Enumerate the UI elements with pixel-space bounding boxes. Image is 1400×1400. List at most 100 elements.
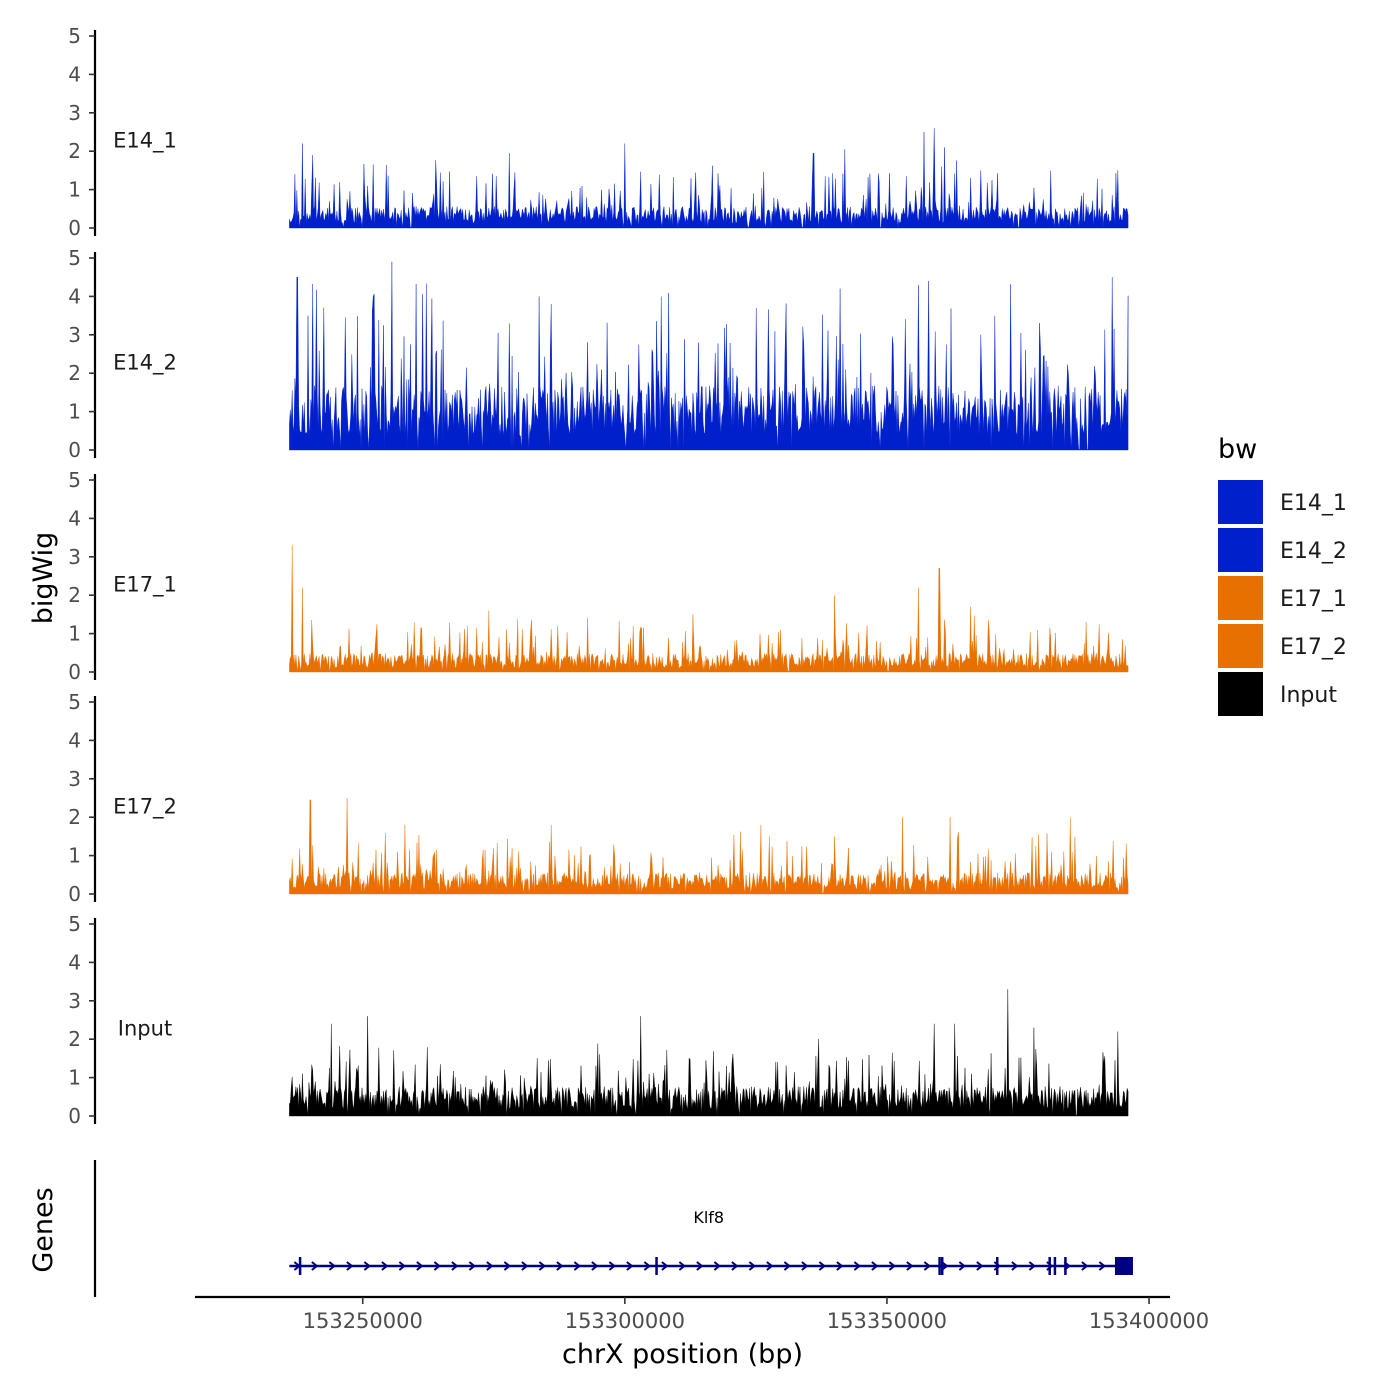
y-tick-label-E14_2-0: 0 [68, 438, 81, 462]
y-tick-label-E17_1-2: 2 [68, 583, 81, 607]
strand-arrow [958, 1261, 966, 1271]
exon-1 [298, 1257, 302, 1275]
legend-title: bw [1218, 434, 1257, 465]
y-tick-label-E14_1-4: 4 [68, 62, 81, 86]
y-tick-label-E14_1-2: 2 [68, 139, 81, 163]
strand-arrow [976, 1261, 984, 1271]
x-tick-label-153250000: 153250000 [303, 1309, 423, 1333]
y-tick-label-E14_2-4: 4 [68, 284, 81, 308]
strand-arrow [573, 1261, 581, 1271]
signal-area-E14_2 [289, 261, 1129, 451]
strand-arrow [468, 1261, 476, 1271]
exon-9 [1114, 1257, 1133, 1275]
exon-4 [940, 1257, 944, 1275]
y-tick-label-E14_2-3: 3 [68, 323, 81, 347]
strand-arrow [871, 1261, 879, 1271]
y-tick-label-E14_1-1: 1 [68, 178, 81, 202]
x-tick-label-153400000: 153400000 [1089, 1309, 1209, 1333]
strand-arrow [626, 1261, 634, 1271]
strand-arrow [783, 1261, 791, 1271]
strand-arrow [1028, 1261, 1036, 1271]
y-tick-label-E17_2-1: 1 [68, 844, 81, 868]
track-label-E17_2: E17_2 [113, 794, 177, 819]
strand-arrow [643, 1261, 651, 1271]
y-tick-label-E17_2-5: 5 [68, 690, 81, 714]
exon-3 [938, 1257, 941, 1275]
legend-swatch-Input [1218, 672, 1263, 716]
y-tick-label-E17_1-0: 0 [68, 660, 81, 684]
strand-arrow [521, 1261, 529, 1271]
exon-7 [1053, 1257, 1057, 1275]
y-tick-label-E17_1-1: 1 [68, 622, 81, 646]
strand-arrow [346, 1261, 354, 1271]
y-tick-label-Input-5: 5 [68, 912, 81, 936]
signal-area-E17_1 [289, 545, 1129, 673]
legend-label-E14_2: E14_2 [1280, 539, 1347, 564]
y-tick-label-E14_2-5: 5 [68, 246, 81, 270]
strand-arrow [713, 1261, 721, 1271]
y-axis-title: bigWig [28, 532, 59, 625]
strand-arrow [748, 1261, 756, 1271]
strand-arrow [731, 1261, 739, 1271]
strand-arrow [678, 1261, 686, 1271]
strand-arrow [1081, 1261, 1089, 1271]
strand-arrow [608, 1261, 616, 1271]
signal-area-Input [289, 989, 1129, 1117]
y-tick-label-Input-2: 2 [68, 1027, 81, 1051]
track-label-Input: Input [118, 1016, 172, 1040]
x-tick-label-153300000: 153300000 [565, 1309, 685, 1333]
strand-arrow [888, 1261, 896, 1271]
exon-8 [1064, 1257, 1067, 1275]
strand-arrow [311, 1261, 319, 1271]
exon-2 [655, 1257, 658, 1275]
legend-label-E17_1: E17_1 [1280, 587, 1347, 612]
strand-arrow [328, 1261, 336, 1271]
gene-label-Klf8: Klf8 [693, 1208, 724, 1227]
signal-area-E14_1 [289, 128, 1129, 229]
legend-swatch-E14_1 [1218, 480, 1263, 524]
x-axis-title: chrX position (bp) [562, 1339, 803, 1370]
strand-arrow [661, 1261, 669, 1271]
y-tick-label-E17_2-0: 0 [68, 882, 81, 906]
strand-arrow [451, 1261, 459, 1271]
strand-arrow [853, 1261, 861, 1271]
y-tick-label-E17_2-3: 3 [68, 767, 81, 791]
strand-arrow [591, 1261, 599, 1271]
strand-arrow [381, 1261, 389, 1271]
y-tick-label-E14_2-1: 1 [68, 400, 81, 424]
strand-arrow [836, 1261, 844, 1271]
y-tick-label-Input-3: 3 [68, 989, 81, 1013]
genes-axis-title: Genes [28, 1187, 59, 1272]
track-label-E17_1: E17_1 [113, 572, 177, 597]
legend-label-Input: Input [1280, 683, 1337, 708]
strand-arrow [696, 1261, 704, 1271]
y-tick-label-E17_1-3: 3 [68, 545, 81, 569]
strand-arrow [818, 1261, 826, 1271]
strand-arrow [1098, 1261, 1106, 1271]
legend-swatch-E17_1 [1218, 576, 1263, 620]
y-tick-label-E14_1-0: 0 [68, 216, 81, 240]
legend-swatch-E14_2 [1218, 528, 1263, 572]
exon-6 [1048, 1257, 1051, 1275]
y-tick-label-E14_1-5: 5 [68, 24, 81, 48]
strand-arrow [433, 1261, 441, 1271]
y-tick-label-E17_1-4: 4 [68, 506, 81, 530]
strand-arrow [503, 1261, 511, 1271]
legend-label-E14_1: E14_1 [1280, 491, 1347, 516]
y-tick-label-E14_2-2: 2 [68, 361, 81, 385]
legend-swatch-E17_2 [1218, 624, 1263, 668]
strand-arrow [538, 1261, 546, 1271]
signal-area-E17_2 [289, 797, 1129, 895]
strand-arrow [363, 1261, 371, 1271]
x-tick-label-153350000: 153350000 [827, 1309, 947, 1333]
y-tick-label-E17_1-5: 5 [68, 468, 81, 492]
strand-arrow [1011, 1261, 1019, 1271]
y-tick-label-E17_2-4: 4 [68, 728, 81, 752]
exon-5 [996, 1257, 999, 1275]
y-tick-label-E14_1-3: 3 [68, 101, 81, 125]
track-label-E14_1: E14_1 [113, 128, 177, 153]
y-tick-label-Input-4: 4 [68, 950, 81, 974]
strand-arrow [416, 1261, 424, 1271]
strand-arrow [801, 1261, 809, 1271]
strand-arrow [556, 1261, 564, 1271]
